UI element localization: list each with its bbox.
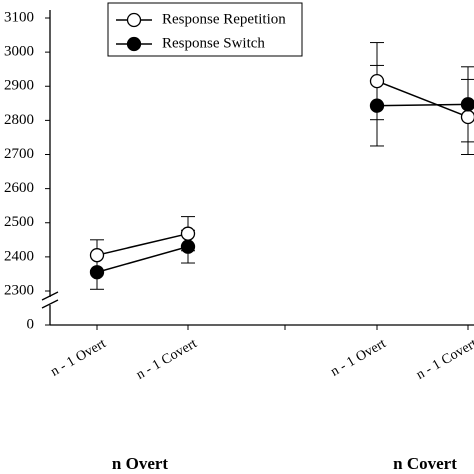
point (369, 73, 385, 89)
group-label: n Covert (393, 454, 457, 473)
point (89, 265, 105, 280)
y-tick-label: 2600 (4, 180, 34, 196)
series-line (376, 80, 469, 118)
x-tick-label: n - 1 Overt (328, 336, 388, 380)
point (460, 109, 474, 125)
legend-marker (126, 36, 142, 52)
axis-break (41, 299, 59, 309)
point (180, 226, 196, 241)
y-tick-label: 2400 (4, 248, 34, 264)
series-line (376, 103, 469, 107)
x-tick-label: n - 1 Covert (134, 336, 200, 383)
point (369, 98, 385, 113)
series-line (96, 245, 189, 273)
y-tick-label: 0 (27, 316, 35, 332)
y-tick-label: 3000 (4, 44, 34, 60)
series-line (96, 232, 189, 256)
legend-label: Response Repetition (162, 11, 286, 27)
y-tick-label: 3100 (4, 9, 34, 25)
group-label: n Overt (112, 454, 169, 473)
y-tick-label: 2300 (4, 282, 34, 298)
axis-break (41, 291, 59, 301)
y-tick-label: 2800 (4, 112, 34, 128)
legend-label: Response Switch (162, 35, 265, 51)
point (89, 248, 105, 263)
x-tick-label: n - 1 Covert (414, 336, 474, 383)
y-tick-label: 2500 (4, 214, 34, 230)
point (460, 97, 474, 112)
point (180, 239, 196, 254)
legend-marker (126, 12, 142, 28)
y-tick-label: 2900 (4, 78, 34, 94)
x-tick-label: n - 1 Overt (48, 336, 108, 380)
y-tick-label: 2700 (4, 146, 34, 162)
